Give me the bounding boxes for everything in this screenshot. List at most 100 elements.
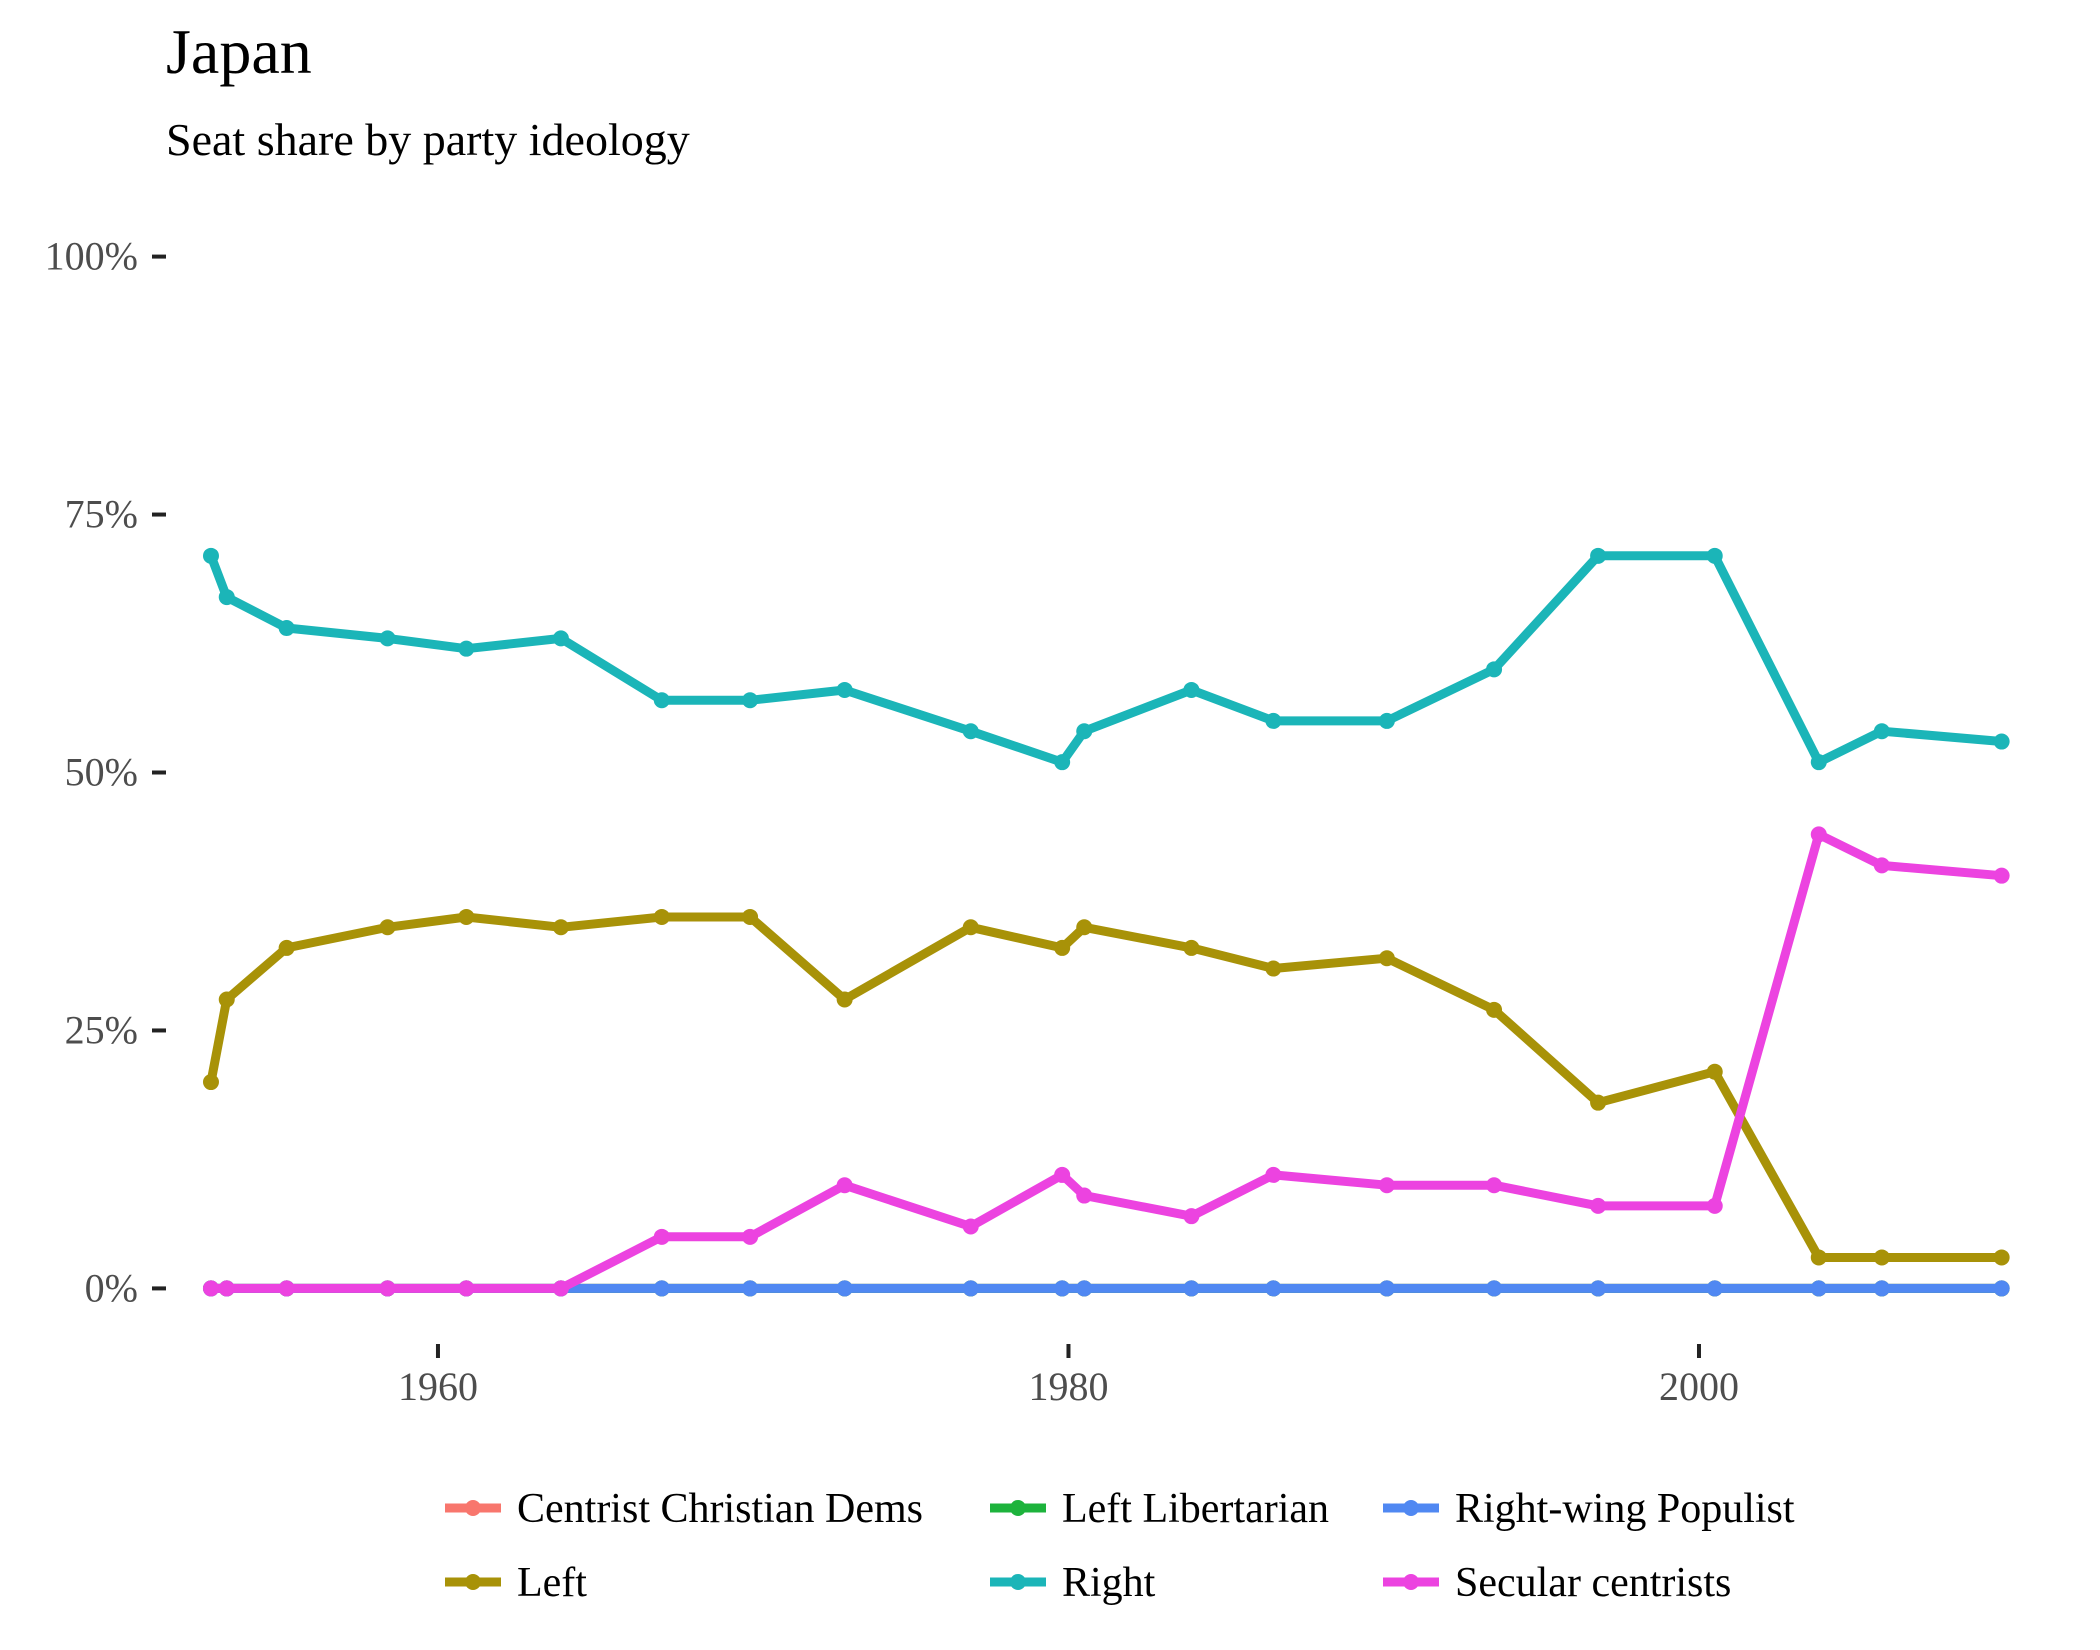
data-point-left bbox=[552, 919, 569, 936]
data-point-secular-centrists bbox=[1993, 867, 2010, 884]
data-point-right bbox=[1810, 754, 1827, 771]
data-point-right-wing-populist bbox=[1054, 1280, 1071, 1297]
legend-key-point bbox=[1403, 1500, 1419, 1516]
chart-title: Japan bbox=[166, 16, 312, 87]
data-point-left bbox=[1993, 1249, 2010, 1266]
legend-item-right: Right bbox=[990, 1560, 1156, 1606]
data-point-right-wing-populist bbox=[1265, 1280, 1282, 1297]
data-point-secular-centrists bbox=[836, 1177, 853, 1194]
data-point-secular-centrists bbox=[1054, 1166, 1071, 1183]
y-tick-label: 50% bbox=[65, 750, 138, 795]
data-point-secular-centrists bbox=[1873, 857, 1890, 874]
data-point-secular-centrists bbox=[379, 1280, 396, 1297]
legend: Centrist Christian Dems Left Libertarian R… bbox=[445, 1486, 1795, 1606]
data-point-left bbox=[1076, 919, 1093, 936]
data-point-left bbox=[379, 919, 396, 936]
data-point-secular-centrists bbox=[742, 1228, 759, 1245]
data-point-left bbox=[836, 991, 853, 1008]
axes: 0% 25% 50% 75% 100% 1960 1980 2000 bbox=[45, 234, 1739, 1409]
data-point-right bbox=[1486, 661, 1503, 678]
y-tick-label: 0% bbox=[85, 1265, 138, 1310]
legend-key-point bbox=[1010, 1500, 1026, 1516]
data-point-secular-centrists bbox=[218, 1280, 235, 1297]
legend-key-point bbox=[465, 1500, 481, 1516]
data-point-right bbox=[458, 640, 475, 657]
data-point-right-wing-populist bbox=[1590, 1280, 1607, 1297]
data-point-left bbox=[1706, 1063, 1723, 1080]
data-point-right-wing-populist bbox=[962, 1280, 979, 1297]
series-left bbox=[202, 908, 2010, 1266]
data-point-secular-centrists bbox=[1183, 1208, 1200, 1225]
data-point-secular-centrists bbox=[458, 1280, 475, 1297]
x-tick-label: 2000 bbox=[1659, 1364, 1739, 1409]
data-point-left bbox=[202, 1074, 219, 1091]
data-point-secular-centrists bbox=[1486, 1177, 1503, 1194]
data-point-right-wing-populist bbox=[1183, 1280, 1200, 1297]
data-point-left bbox=[1378, 950, 1395, 967]
data-point-left bbox=[1486, 1001, 1503, 1018]
data-point-left bbox=[1873, 1249, 1890, 1266]
data-point-right bbox=[836, 681, 853, 698]
data-point-secular-centrists bbox=[1590, 1197, 1607, 1214]
legend-item-left-libertarian: Left Libertarian bbox=[990, 1486, 1329, 1532]
data-point-right-wing-populist bbox=[836, 1280, 853, 1297]
data-point-left bbox=[1054, 939, 1071, 956]
series-right bbox=[202, 547, 2010, 771]
data-point-right bbox=[1378, 712, 1395, 729]
data-point-right-wing-populist bbox=[1486, 1280, 1503, 1297]
data-point-right-wing-populist bbox=[1076, 1280, 1093, 1297]
legend-key-point bbox=[465, 1574, 481, 1590]
data-point-right bbox=[278, 620, 295, 637]
data-point-right bbox=[1873, 723, 1890, 740]
data-point-right bbox=[1076, 723, 1093, 740]
data-point-secular-centrists bbox=[552, 1280, 569, 1297]
data-point-left bbox=[653, 908, 670, 925]
data-point-left bbox=[1265, 960, 1282, 977]
x-tick-label: 1980 bbox=[1028, 1364, 1108, 1409]
data-point-right bbox=[653, 692, 670, 709]
data-point-right-wing-populist bbox=[742, 1280, 759, 1297]
legend-item-right-wing-populist: Right-wing Populist bbox=[1383, 1486, 1795, 1532]
data-point-secular-centrists bbox=[278, 1280, 295, 1297]
legend-key-point bbox=[1403, 1574, 1419, 1590]
data-point-right bbox=[962, 723, 979, 740]
data-point-secular-centrists bbox=[1810, 826, 1827, 843]
data-point-secular-centrists bbox=[1265, 1166, 1282, 1183]
data-point-secular-centrists bbox=[1076, 1187, 1093, 1204]
y-tick-label: 25% bbox=[65, 1007, 138, 1052]
legend-item-left: Left bbox=[445, 1560, 587, 1606]
data-point-secular-centrists bbox=[1378, 1177, 1395, 1194]
data-point-left bbox=[1810, 1249, 1827, 1266]
data-point-left bbox=[742, 908, 759, 925]
data-point-left bbox=[278, 939, 295, 956]
series-line-left bbox=[206, 912, 2007, 1262]
legend-item-centrist-christian-dems: Centrist Christian Dems bbox=[445, 1486, 923, 1532]
data-point-right-wing-populist bbox=[1378, 1280, 1395, 1297]
legend-item-secular-centrists: Secular centrists bbox=[1383, 1560, 1731, 1606]
data-point-right-wing-populist bbox=[1706, 1280, 1723, 1297]
data-point-secular-centrists bbox=[202, 1280, 219, 1297]
data-point-right bbox=[1054, 754, 1071, 771]
data-point-right bbox=[1590, 547, 1607, 564]
data-point-right bbox=[202, 547, 219, 564]
data-point-right-wing-populist bbox=[1873, 1280, 1890, 1297]
data-point-secular-centrists bbox=[962, 1218, 979, 1235]
plot-area bbox=[202, 547, 2010, 1297]
data-point-left bbox=[218, 991, 235, 1008]
legend-label: Secular centrists bbox=[1455, 1560, 1731, 1606]
data-point-left bbox=[1183, 939, 1200, 956]
data-point-right bbox=[379, 630, 396, 647]
data-point-right bbox=[1183, 681, 1200, 698]
data-point-right bbox=[1993, 733, 2010, 750]
series-line-right bbox=[206, 551, 2007, 767]
legend-label: Centrist Christian Dems bbox=[517, 1486, 923, 1532]
data-point-right bbox=[1706, 547, 1723, 564]
series-secular-centrists bbox=[202, 826, 2010, 1297]
chart-subtitle: Seat share by party ideology bbox=[166, 114, 690, 165]
legend-label: Left Libertarian bbox=[1062, 1486, 1329, 1532]
x-tick-label: 1960 bbox=[398, 1364, 478, 1409]
legend-key-point bbox=[1010, 1574, 1026, 1590]
series-line-secular-centrists bbox=[206, 829, 2007, 1293]
data-point-right bbox=[742, 692, 759, 709]
